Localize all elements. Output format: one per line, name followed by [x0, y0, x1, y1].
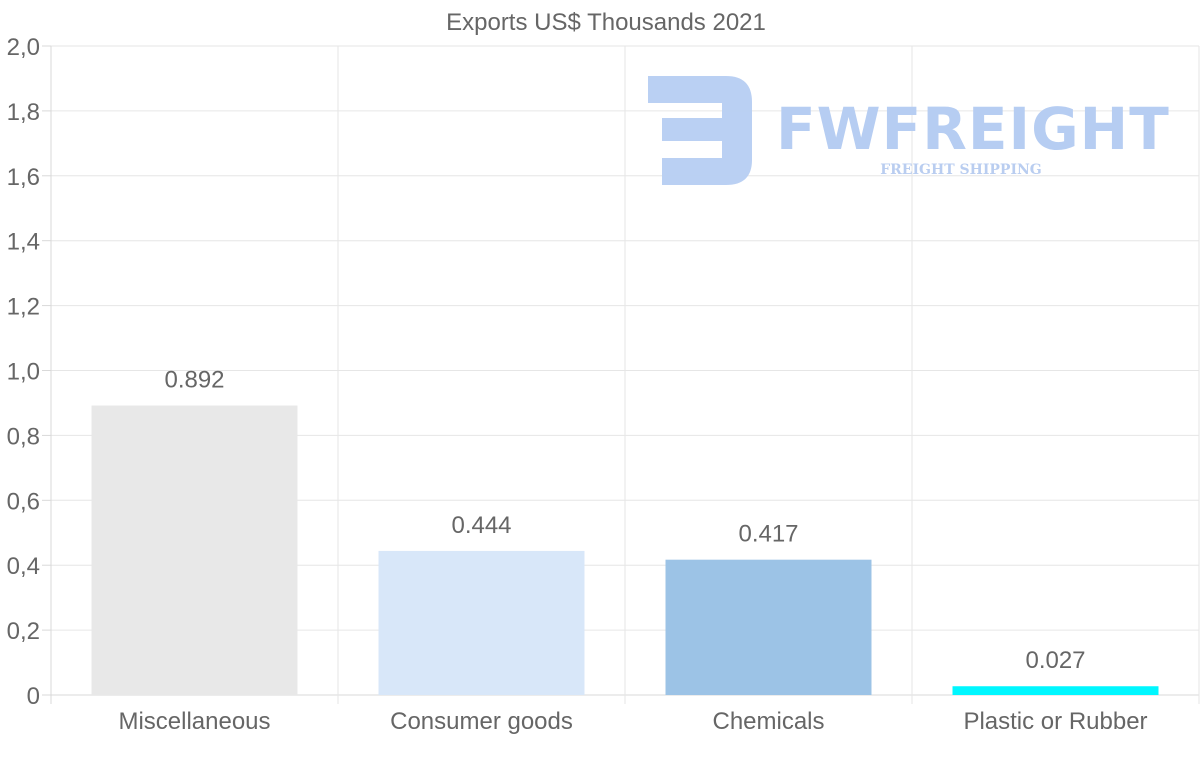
- x-axis-labels: Miscellaneous Consumer goods Chemicals Plas…: [118, 708, 1147, 735]
- data-label: 0.444: [451, 512, 511, 539]
- x-tick-label: Consumer goods: [390, 708, 573, 735]
- watermark: FWFREIGHT FREIGHT SHIPPING: [648, 76, 1170, 185]
- x-tick-label: Miscellaneous: [118, 708, 270, 735]
- watermark-tagline: FREIGHT SHIPPING: [880, 162, 1042, 178]
- bars: [91, 405, 1159, 695]
- grid: [42, 45, 1200, 704]
- data-label: 0.027: [1025, 647, 1085, 674]
- y-tick-label: 1,6: [7, 164, 40, 191]
- bar-miscellaneous[interactable]: [91, 405, 298, 695]
- bar-plastic-or-rubber[interactable]: [952, 686, 1159, 695]
- y-axis-labels: 0 0,2 0,4 0,6 0,8 1,0 1,2 1,4 1,6 1,8 2,0: [7, 34, 40, 710]
- bar-chemicals[interactable]: [665, 559, 872, 695]
- y-tick-label: 0,6: [7, 488, 40, 515]
- y-tick-label: 0,8: [7, 423, 40, 450]
- bar-consumer-goods[interactable]: [378, 550, 585, 695]
- y-tick-label: 2,0: [7, 34, 40, 61]
- data-label: 0.417: [738, 521, 798, 548]
- y-tick-label: 0,2: [7, 618, 40, 645]
- fwfreight-logo-icon: [648, 76, 752, 185]
- y-tick-label: 1,0: [7, 359, 40, 386]
- data-label: 0.892: [164, 367, 224, 394]
- y-tick-label: 1,4: [7, 229, 40, 256]
- x-tick-label: Chemicals: [712, 708, 824, 735]
- data-labels: 0.892 0.444 0.417 0.027: [164, 367, 1085, 675]
- y-tick-label: 0,4: [7, 553, 40, 580]
- x-tick-label: Plastic or Rubber: [963, 708, 1147, 735]
- y-tick-label: 1,2: [7, 294, 40, 321]
- y-tick-label: 1,8: [7, 99, 40, 126]
- y-tick-label: 0: [27, 683, 40, 710]
- watermark-brand: FWFREIGHT: [776, 95, 1170, 163]
- chart-title: Exports US$ Thousands 2021: [446, 9, 766, 36]
